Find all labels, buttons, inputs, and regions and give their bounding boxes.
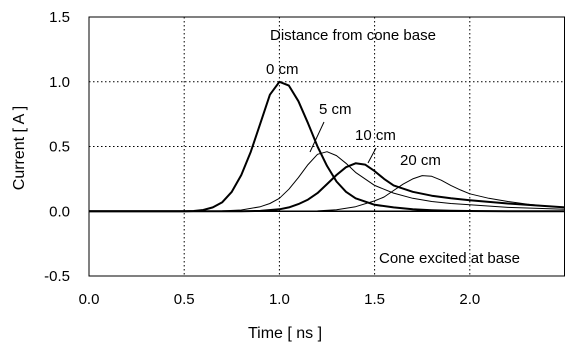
curve-label-20cm: 20 cm — [400, 152, 441, 169]
annotation-bottom: Cone excited at base — [379, 250, 520, 267]
series-line-0cm — [89, 80, 565, 213]
grid-lines — [89, 17, 565, 276]
x-tick-label: 0.0 — [79, 291, 100, 308]
x-tick-label: 1.5 — [364, 291, 385, 308]
x-tick-label: 1.0 — [269, 291, 290, 308]
y-tick-label: 0.0 — [49, 203, 70, 220]
series-group — [89, 80, 565, 213]
series-line-10cm — [89, 162, 565, 213]
curve-label-0cm: 0 cm — [266, 61, 299, 78]
leader-10cm — [367, 147, 377, 164]
tick-labels: 0.0 0.5 1.0 1.5 2.0 1.5 1.0 0.5 0.0 -0.5 — [44, 9, 480, 308]
x-axis-label: Time [ ns ] — [248, 325, 322, 342]
leader-5cm — [309, 121, 325, 153]
y-axis-label: Current [ A ] — [11, 106, 28, 190]
annotation-top: Distance from cone base — [270, 27, 436, 44]
y-tick-label: -0.5 — [44, 268, 70, 285]
x-tick-label: 2.0 — [459, 291, 480, 308]
y-tick-label: 1.0 — [49, 74, 70, 91]
series-line-20cm — [89, 175, 565, 212]
curve-label-5cm: 5 cm — [319, 101, 352, 118]
curve-label-10cm: 10 cm — [355, 127, 396, 144]
series-line-5cm — [89, 151, 565, 212]
x-tick-label: 0.5 — [174, 291, 195, 308]
y-tick-label: 0.5 — [49, 139, 70, 156]
y-tick-label: 1.5 — [49, 9, 70, 26]
label-leaders — [309, 121, 377, 164]
